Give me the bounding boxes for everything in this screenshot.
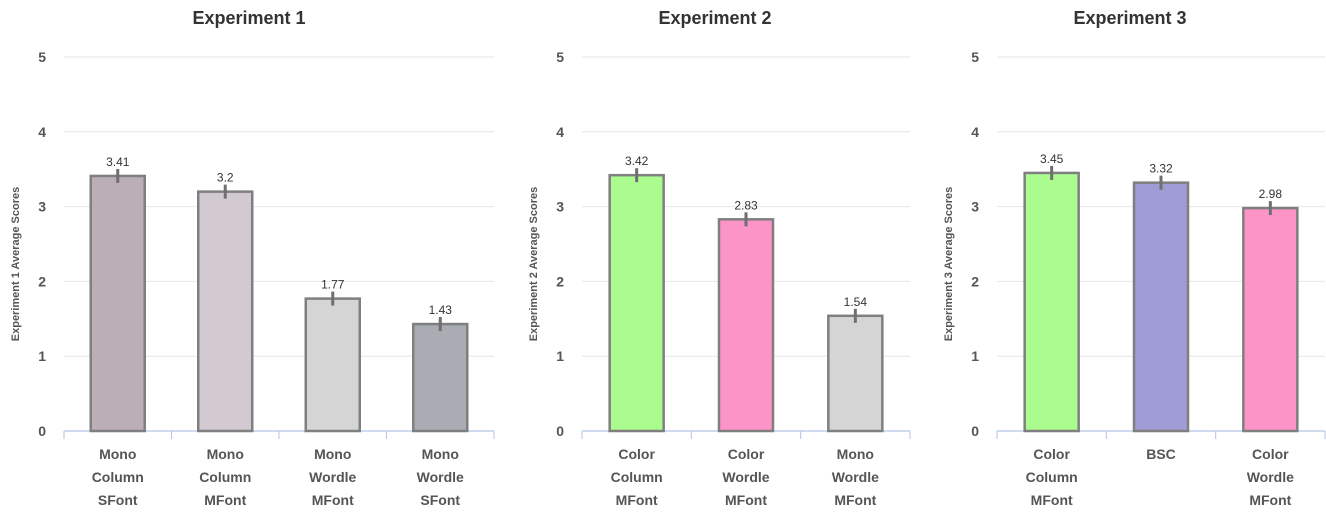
bar — [1132, 181, 1190, 433]
x-tick-label: Mono Wordle SFont — [417, 446, 464, 508]
y-tick-label: 0 — [38, 423, 46, 439]
x-tick-label-line: Mono — [422, 446, 459, 462]
x-tick-label-line: Wordle — [722, 469, 769, 485]
y-tick-label: 3 — [38, 199, 46, 215]
x-tick-label-line: MFont — [725, 492, 767, 508]
x-tick-label-line: Color — [1252, 446, 1289, 462]
x-tick-label: Mono Wordle MFont — [832, 446, 879, 508]
data-label: 3.42 — [625, 154, 649, 168]
x-tick-label-line: MFont — [312, 492, 354, 508]
y-tick-label: 1 — [38, 348, 46, 364]
x-tick-label-line: Color — [728, 446, 765, 462]
x-tick-label: Mono Column MFont — [199, 446, 251, 508]
data-label: 1.54 — [844, 295, 868, 309]
bar — [827, 314, 884, 433]
x-tick-label-line: Color — [618, 446, 655, 462]
y-tick-label: 4 — [38, 124, 46, 140]
y-tick-label: 3 — [971, 199, 979, 215]
x-tick-label: Color Column MFont — [1026, 446, 1078, 508]
y-tick-label: 2 — [556, 273, 564, 289]
bar — [1023, 171, 1080, 433]
x-tick-label-line: SFont — [98, 492, 138, 508]
y-tick-label: 0 — [556, 423, 564, 439]
y-tick-label: 4 — [556, 124, 564, 140]
x-tick-label-line: Mono — [207, 446, 244, 462]
bar — [1242, 206, 1299, 433]
y-axis-label: Experiment 1 Average Scores — [10, 187, 22, 341]
x-tick-label-line: Column — [92, 469, 144, 485]
y-tick-label: 5 — [38, 49, 46, 65]
x-tick-label: Color Wordle MFont — [1247, 446, 1294, 508]
x-tick-label-line: Color — [1033, 446, 1070, 462]
y-axis-label: Experiment 2 Average Scores — [528, 187, 540, 341]
x-tick-label: BSC — [1146, 446, 1176, 462]
bar — [304, 297, 361, 433]
y-tick-label: 4 — [971, 124, 979, 140]
chart-panel-2: Experiment 2 0 1 2 3 4 5 Experiment 2 Average S… — [528, 8, 911, 508]
bar — [197, 190, 254, 433]
bar — [412, 322, 469, 433]
data-label: 1.43 — [429, 303, 453, 317]
data-label: 3.41 — [106, 155, 130, 169]
data-label: 3.45 — [1040, 152, 1064, 166]
x-tick-label-line: Mono — [314, 446, 351, 462]
data-label: 3.2 — [217, 171, 234, 185]
y-tick-label: 2 — [38, 273, 46, 289]
x-tick-label-line: Wordle — [1247, 469, 1294, 485]
y-tick-label: 1 — [556, 348, 564, 364]
chart-title: Experiment 2 — [658, 8, 771, 28]
x-tick-label-line: MFont — [204, 492, 246, 508]
x-tick-label-line: MFont — [616, 492, 658, 508]
data-label: 2.83 — [734, 198, 758, 212]
y-tick-label: 3 — [556, 199, 564, 215]
y-tick-label: 5 — [971, 49, 979, 65]
x-tick-label-line: Column — [1026, 469, 1078, 485]
x-tick-label-line: MFont — [1031, 492, 1073, 508]
x-tick-label-line: Wordle — [832, 469, 879, 485]
chart-title: Experiment 1 — [192, 8, 305, 28]
data-label: 1.77 — [321, 278, 345, 292]
x-tick-label-line: MFont — [1249, 492, 1291, 508]
data-label: 2.98 — [1259, 187, 1283, 201]
x-tick-label: Mono Column SFont — [92, 446, 144, 508]
chart-title: Experiment 3 — [1073, 8, 1186, 28]
x-tick-label-line: Mono — [99, 446, 136, 462]
chart-panel-3: Experiment 3 0 1 2 3 4 5 Experiment 3 Average S… — [943, 8, 1326, 508]
bar — [89, 174, 146, 433]
bar — [608, 173, 665, 433]
x-tick-label-line: Mono — [837, 446, 874, 462]
data-label: 3.32 — [1149, 162, 1173, 176]
y-tick-label: 0 — [971, 423, 979, 439]
x-tick-label: Color Wordle MFont — [722, 446, 769, 508]
y-axis-label: Experiment 3 Average Scores — [943, 187, 955, 341]
chart-panel-1: Experiment 1 0 1 2 3 4 5 Experiment 1 Average S… — [10, 8, 495, 508]
x-tick-label: Mono Wordle MFont — [309, 446, 356, 508]
y-tick-label: 2 — [971, 273, 979, 289]
x-tick-label-line: Wordle — [417, 469, 464, 485]
x-tick-label-line: SFont — [420, 492, 460, 508]
x-tick-label-line: BSC — [1146, 446, 1176, 462]
bar — [717, 218, 775, 433]
y-tick-label: 5 — [556, 49, 564, 65]
x-tick-label-line: MFont — [834, 492, 876, 508]
y-tick-label: 1 — [971, 348, 979, 364]
x-tick-label: Color Column MFont — [611, 446, 663, 508]
x-tick-label-line: Column — [199, 469, 251, 485]
x-tick-label-line: Wordle — [309, 469, 356, 485]
x-tick-label-line: Column — [611, 469, 663, 485]
